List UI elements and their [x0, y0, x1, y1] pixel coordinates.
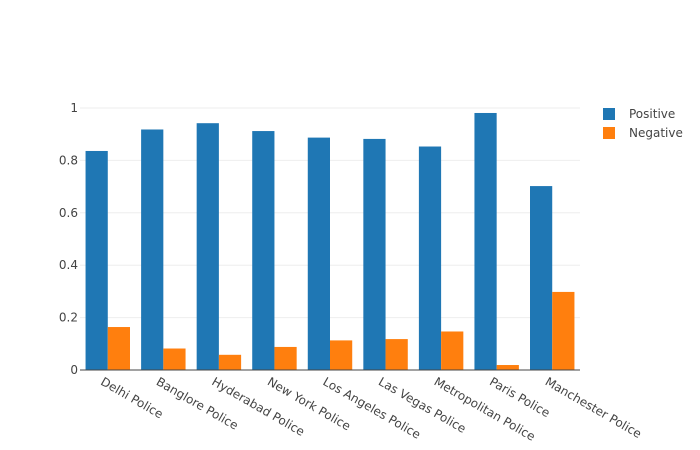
x-tick-label: Delhi Police — [98, 374, 165, 421]
x-tick-label: Los Angeles Police — [321, 374, 424, 441]
bar-negative-2[interactable] — [218, 354, 242, 370]
y-tick-label: 0.8 — [59, 153, 78, 167]
bar-positive-1[interactable] — [141, 129, 164, 370]
legend-swatch — [603, 108, 615, 120]
y-tick-label: 0.4 — [59, 258, 78, 272]
bar-negative-6[interactable] — [441, 331, 464, 370]
bar-positive-7[interactable] — [474, 112, 497, 370]
x-tick-label: Manchester Police — [543, 374, 644, 441]
legend-item-negative[interactable]: Negative — [603, 126, 683, 140]
bar-negative-3[interactable] — [274, 346, 297, 370]
x-tick-label: Hyderabad Police — [209, 374, 307, 438]
legend-label: Positive — [629, 107, 675, 121]
y-tick-label: 1 — [70, 101, 78, 115]
bar-negative-7[interactable] — [496, 365, 519, 370]
bars — [85, 112, 575, 370]
y-axis-ticks: 0 0.2 0.4 0.6 0.8 1 — [59, 101, 78, 377]
bar-positive-4[interactable] — [307, 137, 330, 370]
bar-positive-5[interactable] — [363, 138, 386, 370]
y-tick-label: 0.6 — [59, 206, 78, 220]
bar-negative-4[interactable] — [330, 340, 353, 370]
bar-positive-6[interactable] — [418, 146, 442, 370]
bar-positive-8[interactable] — [530, 186, 553, 370]
x-tick-label: Metropolitan Police — [432, 374, 538, 443]
bar-positive-0[interactable] — [85, 150, 108, 370]
bar-positive-3[interactable] — [252, 131, 275, 370]
y-tick-label: 0 — [70, 363, 78, 377]
legend-label: Negative — [629, 126, 683, 140]
legend-item-positive[interactable]: Positive — [603, 107, 675, 121]
bar-positive-2[interactable] — [196, 123, 219, 370]
bar-negative-5[interactable] — [385, 339, 408, 370]
bar-negative-1[interactable] — [163, 348, 186, 370]
legend-swatch — [603, 127, 615, 139]
bar-negative-8[interactable] — [552, 291, 575, 370]
legend[interactable]: Positive Negative — [603, 107, 683, 140]
y-tick-label: 0.2 — [59, 311, 78, 325]
bar-negative-0[interactable] — [107, 327, 130, 370]
